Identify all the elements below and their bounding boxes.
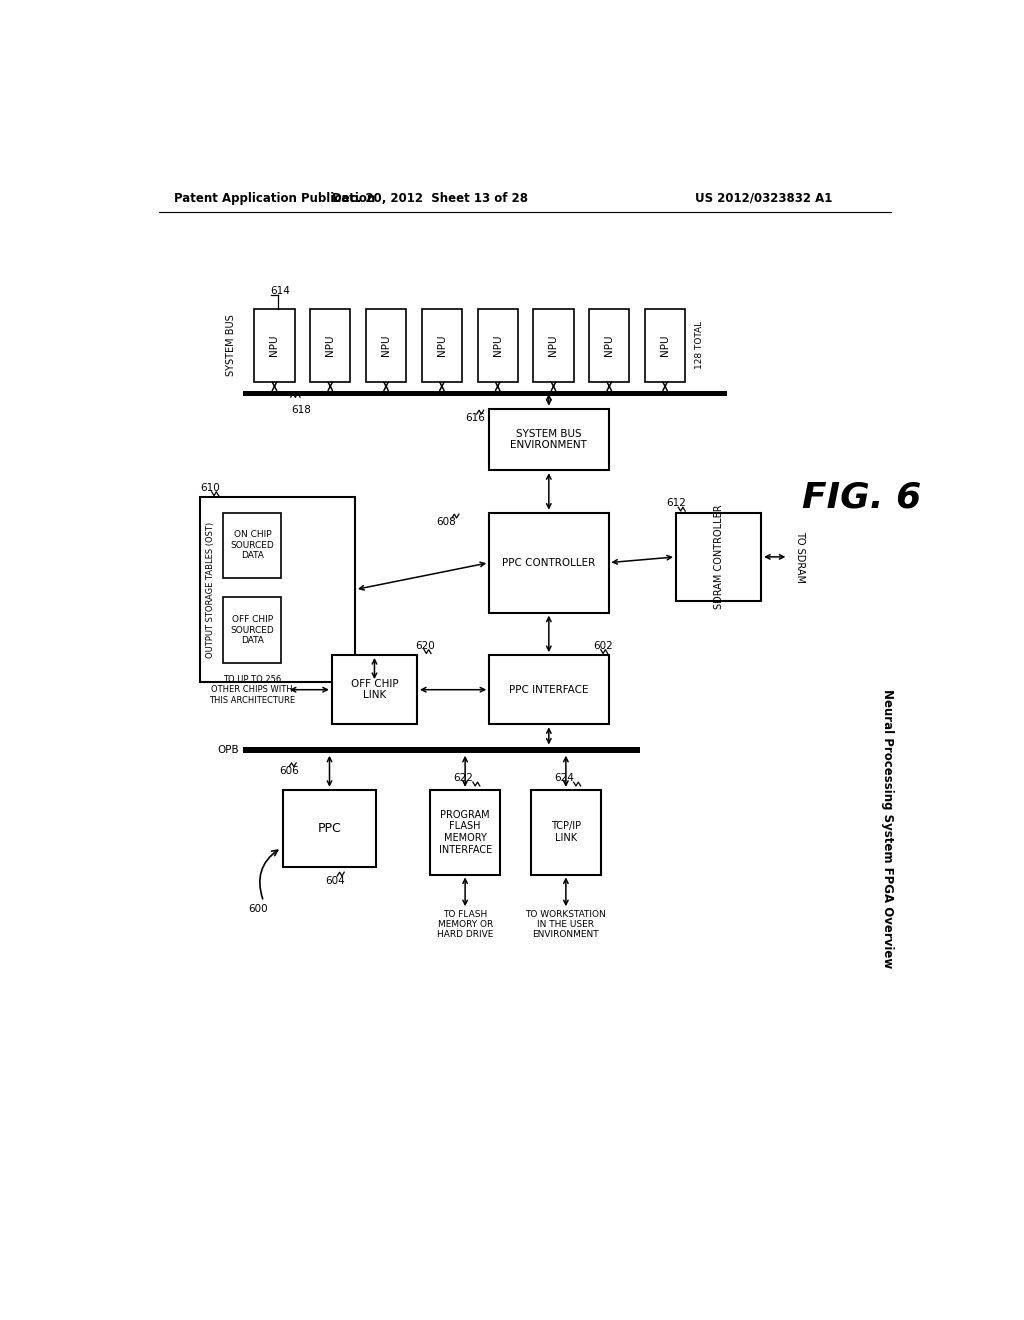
Bar (531, 789, 601, 875)
Text: TCP/IP
LINK: TCP/IP LINK (551, 821, 581, 843)
Text: 612: 612 (667, 499, 686, 508)
Text: 622: 622 (454, 774, 473, 783)
Bar (223, 512, 282, 578)
Bar (589, 309, 630, 381)
Bar (534, 309, 573, 381)
Text: NPU: NPU (437, 334, 446, 356)
Text: TO FLASH
MEMORY OR
HARD DRIVE: TO FLASH MEMORY OR HARD DRIVE (437, 909, 494, 940)
Text: 616: 616 (465, 413, 485, 422)
Bar (489, 655, 609, 725)
Text: SYSTEM BUS: SYSTEM BUS (226, 314, 237, 376)
Text: PPC INTERFACE: PPC INTERFACE (509, 685, 589, 694)
Bar (477, 309, 518, 381)
Text: NPU: NPU (381, 334, 391, 356)
Text: TO WORKSTATION
IN THE USER
ENVIRONMENT: TO WORKSTATION IN THE USER ENVIRONMENT (525, 909, 606, 940)
Text: 608: 608 (436, 517, 457, 527)
Text: PPC CONTROLLER: PPC CONTROLLER (502, 557, 595, 568)
Bar (645, 309, 685, 381)
Text: ON CHIP
SOURCED
DATA: ON CHIP SOURCED DATA (230, 531, 274, 560)
Bar (676, 512, 761, 601)
Text: 610: 610 (200, 483, 220, 492)
Text: Patent Application Publication: Patent Application Publication (174, 191, 376, 205)
Text: 602: 602 (593, 640, 612, 651)
Bar (243, 747, 640, 752)
Text: 614: 614 (270, 286, 291, 296)
Text: TO SDRAM: TO SDRAM (795, 531, 805, 583)
Bar (310, 309, 350, 381)
Text: NPU: NPU (660, 334, 670, 356)
Text: OFF CHIP
LINK: OFF CHIP LINK (350, 678, 398, 701)
Text: NPU: NPU (604, 334, 614, 356)
Text: SYSTEM BUS
ENVIRONMENT: SYSTEM BUS ENVIRONMENT (510, 429, 587, 450)
Text: US 2012/0323832 A1: US 2012/0323832 A1 (695, 191, 833, 205)
Bar (200, 498, 355, 682)
Text: FIG. 6: FIG. 6 (802, 480, 922, 515)
Text: 618: 618 (291, 405, 310, 416)
Text: NPU: NPU (326, 334, 335, 356)
Text: 128 TOTAL: 128 TOTAL (694, 321, 703, 370)
Text: 620: 620 (415, 640, 434, 651)
Bar (243, 391, 727, 396)
Bar (332, 655, 417, 725)
Text: OPB: OPB (217, 746, 239, 755)
Bar (283, 789, 376, 867)
Text: Dec. 20, 2012  Sheet 13 of 28: Dec. 20, 2012 Sheet 13 of 28 (332, 191, 528, 205)
Text: 606: 606 (280, 766, 299, 776)
Bar (489, 409, 609, 470)
Text: SDRAM CONTROLLER: SDRAM CONTROLLER (714, 504, 724, 610)
Text: NPU: NPU (493, 334, 503, 356)
Bar (489, 512, 609, 612)
Text: 600: 600 (248, 904, 267, 915)
Bar (223, 597, 282, 663)
Text: NPU: NPU (549, 334, 558, 356)
Text: 624: 624 (554, 774, 574, 783)
Text: Neural Processing System FPGA Overview: Neural Processing System FPGA Overview (881, 689, 894, 968)
Bar (366, 309, 407, 381)
Text: OUTPUT STORAGE TABLES (OST): OUTPUT STORAGE TABLES (OST) (207, 521, 215, 657)
Text: PPC: PPC (317, 822, 341, 834)
Bar (254, 309, 295, 381)
Bar (430, 789, 500, 875)
Bar (422, 309, 462, 381)
Text: PROGRAM
FLASH
MEMORY
INTERFACE: PROGRAM FLASH MEMORY INTERFACE (438, 809, 492, 854)
Text: OFF CHIP
SOURCED
DATA: OFF CHIP SOURCED DATA (230, 615, 274, 645)
Text: TO UP TO 256
OTHER CHIPS WITH
THIS ARCHITECTURE: TO UP TO 256 OTHER CHIPS WITH THIS ARCHI… (209, 675, 295, 705)
Text: 604: 604 (326, 875, 345, 886)
Text: NPU: NPU (269, 334, 280, 356)
